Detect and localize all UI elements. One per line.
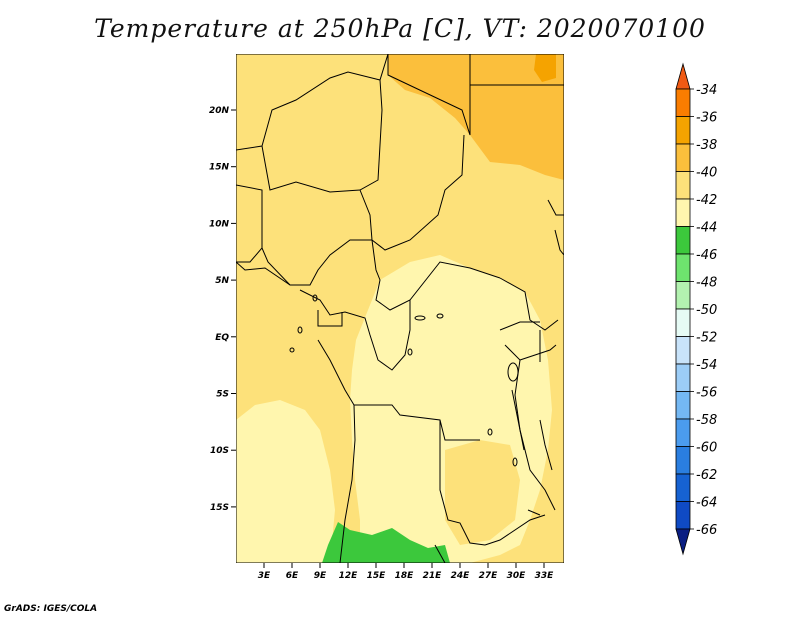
legend-label: -54 [696,358,717,373]
legend-label: -52 [696,331,717,346]
map-title: Temperature at 250hPa [C], VT: 202007010… [94,14,706,43]
lon-tick-label: 15E [367,571,387,581]
legend-label: -64 [696,496,717,511]
legend-label: -42 [696,193,717,208]
grads-credit: GrADS: IGES/COLA [4,604,98,614]
legend-label: -40 [696,166,717,181]
field-region-northeast-hot [534,54,556,82]
legend-label: -56 [696,386,717,401]
color-legend: -34 -36 -38 -40 -42 -44 -46 -48 -50 -52 -54 -56 -58 -… [675,62,717,556]
legend-color-box [675,473,691,502]
legend-top-triangle [675,62,691,90]
legend-label: -60 [696,441,717,456]
legend-color-box [675,198,691,227]
legend-label: -44 [696,221,717,236]
legend-label: -48 [696,276,717,291]
legend-color-box [675,418,691,447]
legend-color-box [675,253,691,282]
legend-color-box [675,281,691,310]
lon-tick-label: 9E [314,571,327,581]
lon-tick-label: 27E [479,571,499,581]
legend-label: -34 [696,83,717,98]
lat-tick-label: EQ [215,333,229,343]
legend-color-box [675,336,691,365]
legend-color-box [675,171,691,200]
field-region-southwest-cool [236,400,335,563]
longitude-axis: 3E 6E 9E 12E 15E 18E 21E 24E 27E 30E 33E [258,563,554,581]
legend-label: -66 [696,523,717,538]
field-region-south-green [322,522,450,563]
legend-color-box [675,501,691,530]
lat-tick-label: 20N [209,106,230,116]
legend-bottom-triangle [675,528,691,556]
lon-tick-label: 24E [451,571,471,581]
lat-tick-label: 10S [210,446,229,456]
legend-color-box [675,308,691,337]
lat-tick-label: 5S [216,390,229,400]
legend-color-box [675,143,691,172]
lat-tick-label: 10N [209,219,230,229]
legend-color-box [675,88,691,117]
latitude-axis: 20N 15N 10N 5N EQ 5S 10S 15S [209,106,236,513]
map-area [236,54,564,563]
lat-tick-label: 15S [210,503,229,513]
legend-label: -50 [696,303,717,318]
legend-label: -58 [696,413,717,428]
lon-tick-label: 3E [258,571,271,581]
legend-color-box [675,391,691,420]
lon-tick-label: 18E [395,571,415,581]
legend-color-box [675,116,691,145]
legend-label: -38 [696,138,717,153]
legend-color-box [675,226,691,255]
legend-label: -62 [696,468,717,483]
lon-tick-label: 6E [286,571,299,581]
lat-tick-label: 5N [215,276,229,286]
legend-label: -36 [696,111,717,126]
field-region-south-warm [445,440,520,545]
legend-label: -46 [696,248,717,263]
legend-color-box [675,446,691,475]
lon-tick-label: 12E [339,571,359,581]
lakes [289,294,553,516]
lat-tick-label: 15N [209,163,230,173]
legend-color-box [675,363,691,392]
lon-tick-label: 21E [423,571,443,581]
lon-tick-label: 30E [507,571,527,581]
lon-tick-label: 33E [535,571,555,581]
